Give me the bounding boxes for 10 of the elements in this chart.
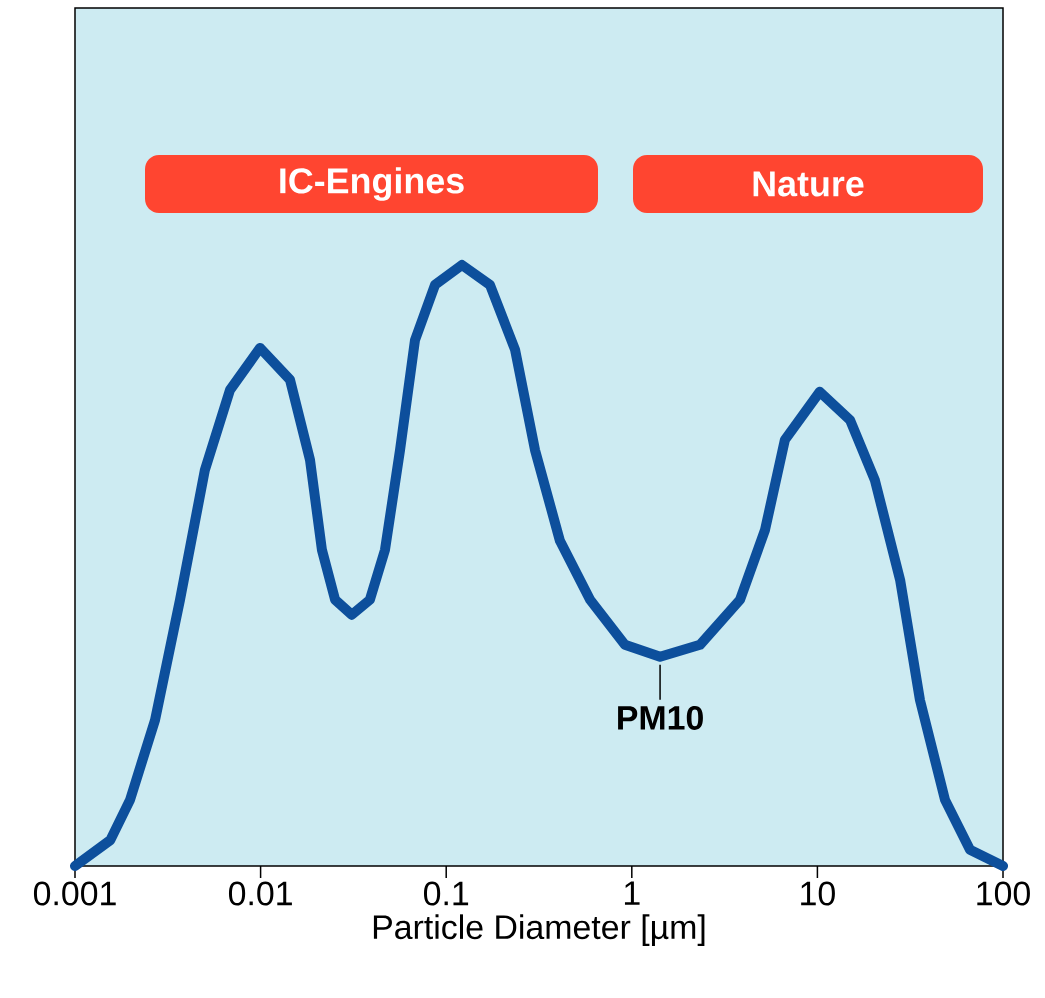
x-tick-label: 0.1 [423,881,469,906]
x-tick-label: 0.001 [33,881,116,906]
x-tick-label: 100 [977,881,1030,906]
x-axis-title: Particle Diameter [µm] [373,914,705,946]
x-tick-label: 1 [624,881,640,905]
text: IC-Engines [280,167,464,201]
text: Nature [753,171,864,197]
x-tick-label: 0.01 [228,881,292,906]
annotation: PM10 [618,705,703,730]
x-tick-label: 10 [801,881,835,906]
